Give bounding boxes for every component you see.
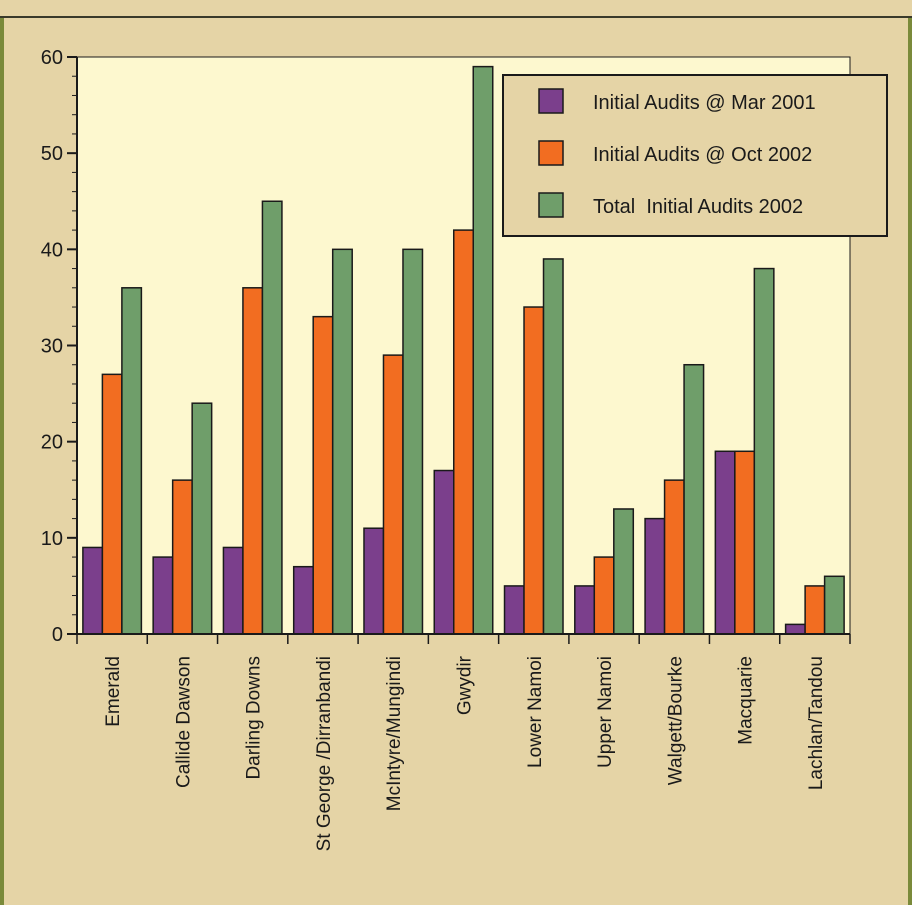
bar-1-5	[363, 527, 385, 635]
bar-2-2	[171, 479, 193, 635]
y-tick-label-7: 60	[41, 47, 63, 69]
bar-1-10	[714, 450, 736, 635]
y-tick-label-6: 50	[41, 143, 63, 165]
top-banner-strip	[0, 0, 912, 18]
bar-3-9	[683, 363, 705, 635]
y-tick-label-4: 30	[41, 336, 63, 358]
bar-2-3	[242, 287, 264, 635]
bar-2-11	[804, 585, 826, 635]
x-tick-label-4: St George /Dirranbandi	[314, 656, 335, 851]
bar-3-10	[753, 267, 775, 635]
bar-2-8	[593, 556, 615, 635]
bar-1-3	[222, 546, 244, 635]
x-tick-label-7: Lower Namoi	[525, 656, 546, 768]
bar-3-1	[121, 287, 143, 635]
x-tick-label-6: Gwydir	[455, 655, 476, 715]
bar-3-2	[191, 402, 213, 635]
bar-3-4	[331, 248, 353, 635]
legend-swatch-3	[538, 192, 564, 218]
bar-3-6	[472, 65, 494, 635]
bar-1-8	[574, 585, 596, 635]
x-tick-label-8: Upper Namoi	[595, 656, 616, 768]
x-tick-label-10: Macquarie	[736, 656, 757, 745]
bar-1-7	[503, 585, 525, 635]
x-tick-label-1: Emerald	[103, 656, 124, 727]
bar-1-1	[82, 546, 104, 635]
bar-2-6	[453, 229, 474, 635]
y-axis-ticks: 0 10 20 30 40 50 60	[41, 47, 77, 646]
bar-3-5	[402, 248, 424, 635]
bar-2-4	[312, 315, 334, 635]
bar-1-11	[784, 623, 806, 635]
y-tick-label-2: 10	[41, 528, 63, 550]
bar-2-9	[663, 479, 685, 635]
legend-swatch-2	[538, 140, 564, 166]
x-tick-label-5: McIntyre/Mungindi	[384, 656, 405, 811]
bar-1-2	[152, 556, 174, 635]
bar-2-10	[734, 450, 756, 635]
legend: Initial Audits @ Mar 2001 Initial Audits …	[502, 74, 888, 237]
bar-3-3	[261, 200, 283, 635]
bar-2-7	[523, 306, 545, 635]
bar-2-1	[101, 373, 123, 635]
bars-group	[82, 65, 845, 635]
x-axis-ticks: Emerald Callide Dawson Darling Downs St Geo…	[76, 634, 851, 851]
y-tick-label-1: 0	[52, 624, 63, 646]
bar-3-8	[613, 508, 635, 635]
bar-1-4	[292, 565, 314, 635]
y-tick-label-5: 40	[41, 239, 63, 261]
bar-1-9	[644, 517, 666, 635]
bar-3-11	[823, 575, 845, 635]
x-tick-label-11: Lachlan/Tandou	[806, 656, 827, 790]
x-tick-label-2: Callide Dawson	[173, 656, 194, 788]
x-tick-label-3: Darling Downs	[244, 656, 265, 780]
legend-label-2: Initial Audits @ Oct 2002	[593, 144, 812, 166]
legend-label-1: Initial Audits @ Mar 2001	[593, 92, 816, 114]
legend-box	[502, 74, 888, 237]
bar-3-7	[542, 258, 564, 635]
bar-2-5	[382, 354, 404, 635]
bar-1-6	[433, 469, 455, 635]
x-tick-label-9: Walgett/Bourke	[665, 656, 686, 785]
y-tick-label-3: 20	[41, 432, 63, 454]
legend-swatch-1	[538, 88, 564, 114]
legend-label-3: Total Initial Audits 2002	[593, 196, 803, 218]
